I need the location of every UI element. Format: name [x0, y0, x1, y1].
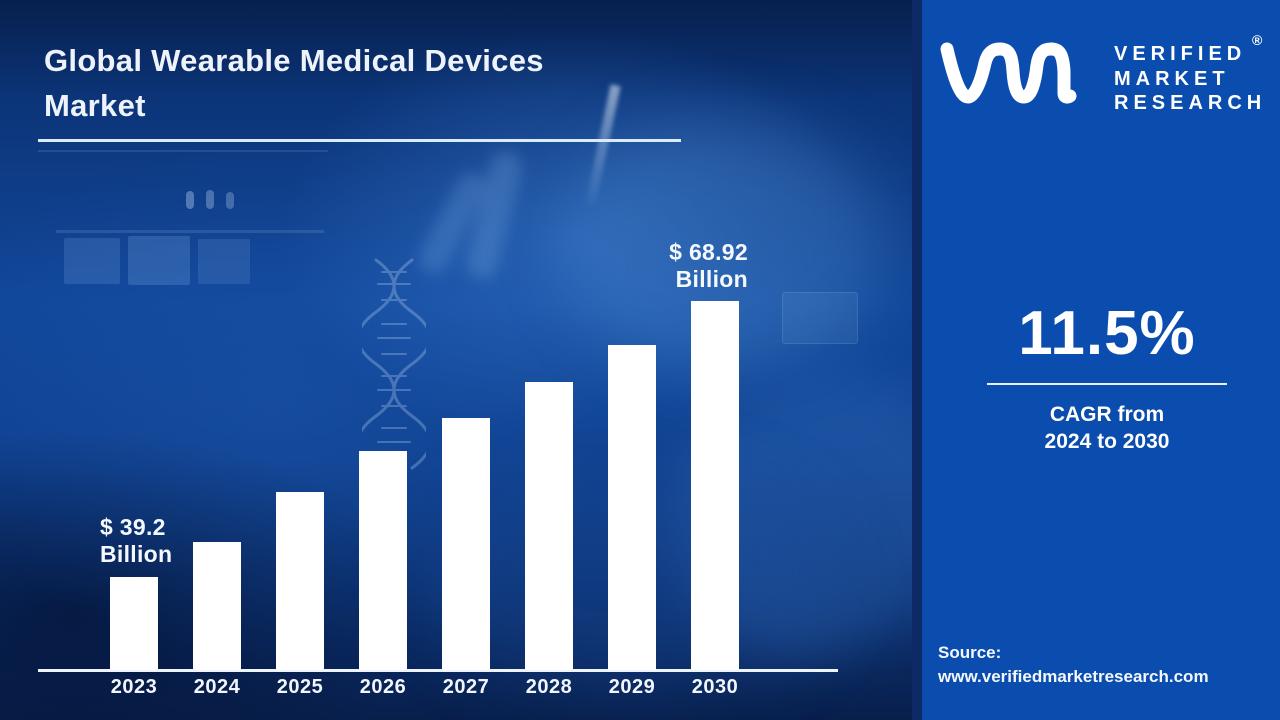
title-underline [38, 139, 681, 142]
vmr-monogram-icon [940, 42, 1077, 104]
logo-line-market: MARKET [1114, 67, 1230, 90]
x-tick-2026: 2026 [359, 676, 407, 698]
source-block: Source: www.verifiedmarketresearch.com [938, 641, 1209, 689]
x-tick-2030: 2030 [691, 676, 739, 698]
x-axis-line [38, 669, 838, 672]
bar-2026 [359, 451, 407, 670]
x-tick-2025: 2025 [276, 676, 324, 698]
x-tick-2023: 2023 [110, 676, 158, 698]
x-tick-2028: 2028 [525, 676, 573, 698]
value-label-2023-amount: $ 39.2 [100, 514, 166, 540]
brand-panel: VERIFIED MARKET RESEARCH ® 11.5% CAGR fr… [922, 0, 1280, 720]
value-label-2023-unit: Billion [100, 541, 173, 567]
source-url: www.verifiedmarketresearch.com [938, 667, 1209, 686]
logo-line-verified: VERIFIED [1114, 43, 1247, 65]
cagr-value: 11.5% [1018, 299, 1196, 368]
registered-trademark-icon: ® [1252, 32, 1263, 48]
bar-2024 [193, 542, 241, 670]
bar-2029 [608, 345, 656, 670]
source-label: Source: [938, 643, 1002, 662]
value-label-2023: $ 39.2 Billion [100, 514, 172, 568]
background-photo: Global Wearable Medical Devices Market $… [0, 0, 1018, 720]
vmr-logo: VERIFIED MARKET RESEARCH [940, 40, 1266, 116]
bar-2025 [276, 492, 324, 670]
value-label-2030-unit: Billion [675, 266, 748, 292]
page-title: Global Wearable Medical Devices Market [44, 43, 544, 123]
logo-line-research: RESEARCH [1114, 92, 1267, 114]
bar-2027 [442, 418, 490, 670]
x-tick-2029: 2029 [608, 676, 656, 698]
cagr-underline [987, 383, 1227, 385]
cagr-caption-line1: CAGR from [1049, 403, 1165, 426]
cagr-stat: 11.5% CAGR from 2024 to 2030 [934, 298, 1280, 455]
value-label-2030-amount: $ 68.92 [669, 239, 748, 265]
x-tick-2024: 2024 [193, 676, 241, 698]
bar-chart: $ 39.2 Billion $ 68.92 Billion 2023 2024 2… [38, 239, 838, 698]
panel-divider [912, 0, 922, 720]
vmr-logo-text: VERIFIED MARKET RESEARCH [1114, 42, 1266, 116]
bar-2030 [691, 301, 739, 670]
cagr-caption-line2: 2024 to 2030 [1044, 430, 1170, 453]
bar-2023 [110, 577, 158, 670]
bar-2028 [525, 382, 573, 670]
value-label-2030: $ 68.92 Billion [669, 239, 748, 293]
x-tick-2027: 2027 [442, 676, 490, 698]
